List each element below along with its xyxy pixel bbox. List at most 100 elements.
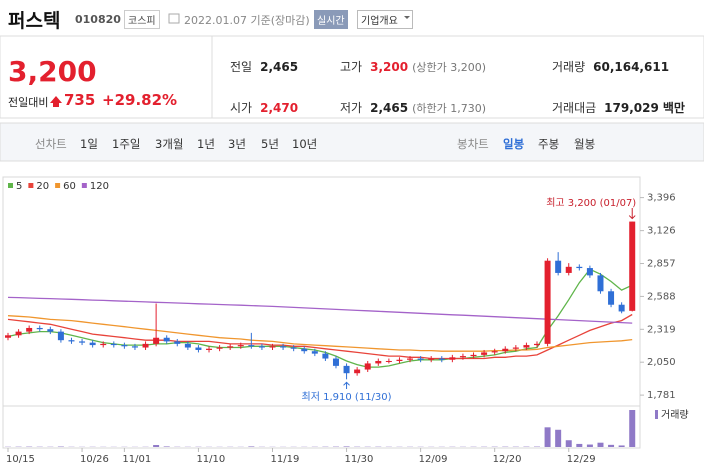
y-tick-label: 2,857 [647,259,676,270]
high-arrow [628,208,636,220]
candle-body [100,343,107,346]
candle-body [470,354,477,357]
candle-body [332,358,339,366]
x-tick-label: 11/10 [196,454,225,465]
period-tab[interactable]: 10년 [292,137,318,151]
period-tab[interactable]: 1주일 [112,137,141,151]
candle-body [576,266,583,269]
candle-body [375,360,382,364]
stat-label: 거래대금 [552,101,597,115]
period-tab[interactable]: 1년 [197,137,215,151]
x-tick-label: 11/19 [271,454,300,465]
change-label: 전일대비 [8,96,49,109]
market-badge: 코스피 [124,10,160,29]
candle-body [608,291,615,305]
legend-swatch [8,183,13,188]
candle-body [343,365,350,374]
candle-body [142,343,149,348]
stat-value: 179,029 [604,101,659,115]
y-tick-label: 2,050 [647,357,676,368]
volume-bar [629,410,636,447]
period-tab[interactable]: 5년 [261,137,279,151]
stat-note: (상한가 3,200) [412,61,486,74]
candle-tab[interactable]: 월봉 [574,137,596,151]
candle-body [280,346,287,348]
candle-body [438,358,445,360]
low-annotation: 최저 1,910 (11/30) [302,391,392,403]
dropdown-icon [404,16,410,19]
volume-bar [576,443,583,447]
volume-bar [597,442,604,447]
stat-label: 고가 [340,60,363,74]
candle-body [68,340,75,342]
stat: 거래량 60,164,611 [552,56,669,75]
period-tab[interactable]: 3년 [228,137,246,151]
candle-body [385,360,392,362]
date: 2022.01.07 기준(장마감) [184,14,310,27]
x-tick-label: 10/15 [6,454,35,465]
volume-bar [544,427,551,447]
candle-body [618,304,625,312]
x-tick-label: 12/09 [419,454,448,465]
x-tick-label: 10/26 [80,454,109,465]
candle-body [216,347,223,349]
legend-label: 60 [63,181,76,192]
x-tick-label: 12/29 [567,454,596,465]
candle-body [502,348,509,352]
volume-bar [608,444,615,447]
candle-body [258,346,265,348]
candle-body [534,343,540,346]
candle-tab[interactable]: 일봉 [503,137,525,151]
candle-body [481,352,488,355]
stat-value: 2,465 [370,101,409,115]
candle-body [555,260,562,273]
high-annotation: 최고 3,200 (01/07) [546,197,636,209]
price-panel [0,35,704,119]
period-tab[interactable]: 3개월 [155,137,184,151]
candle-body [163,337,170,342]
plot-frame [2,176,641,449]
volume-bar [163,446,170,447]
stat: 전일 2,465 [230,56,298,75]
change: 735 [64,91,96,109]
candle-body [396,359,403,361]
volume-bar [153,445,160,447]
current-price: 3,200 [8,55,97,88]
tab-group-label: 봉차트 [457,137,489,151]
y-tick-label: 1,781 [647,390,676,401]
volume-bar [618,445,625,447]
tab-group-label: 선차트 [35,137,67,151]
candle-body [237,345,244,347]
candle-body [290,347,297,349]
candle-tab[interactable]: 주봉 [538,137,560,151]
candle-body [491,351,498,353]
candle-body [301,348,308,352]
candle-body [79,341,86,343]
moving-average-line [7,296,633,324]
y-tick-label: 3,396 [647,193,676,204]
legend-label: 5 [16,181,22,192]
stock-name: 퍼스텍 [8,10,61,32]
company-button[interactable]: 기업개요 [357,10,413,29]
candle-body [322,353,329,359]
x-tick-label: 11/01 [122,454,151,465]
x-tick-label: 12/20 [493,454,522,465]
stat-value: 2,465 [260,60,299,74]
stat-value: 2,470 [260,101,299,115]
x-tick-label: 11/30 [345,454,374,465]
stat: 저가 2,465 (하한가 1,730) [340,97,486,116]
period-tab[interactable]: 1일 [80,137,98,151]
legend-swatch [81,183,87,188]
candle-body [184,343,191,348]
stat-unit: 백만 [662,101,685,115]
realtime-button[interactable]: 실시간 [314,10,348,29]
candle-body [428,358,435,360]
candle-body [206,348,213,350]
volume-label: 거래량 [661,409,689,421]
candle-body [544,260,551,344]
candle-body [629,221,636,311]
up-arrow-icon [50,96,62,107]
candle-body [459,356,466,358]
volume-bar [555,429,562,447]
